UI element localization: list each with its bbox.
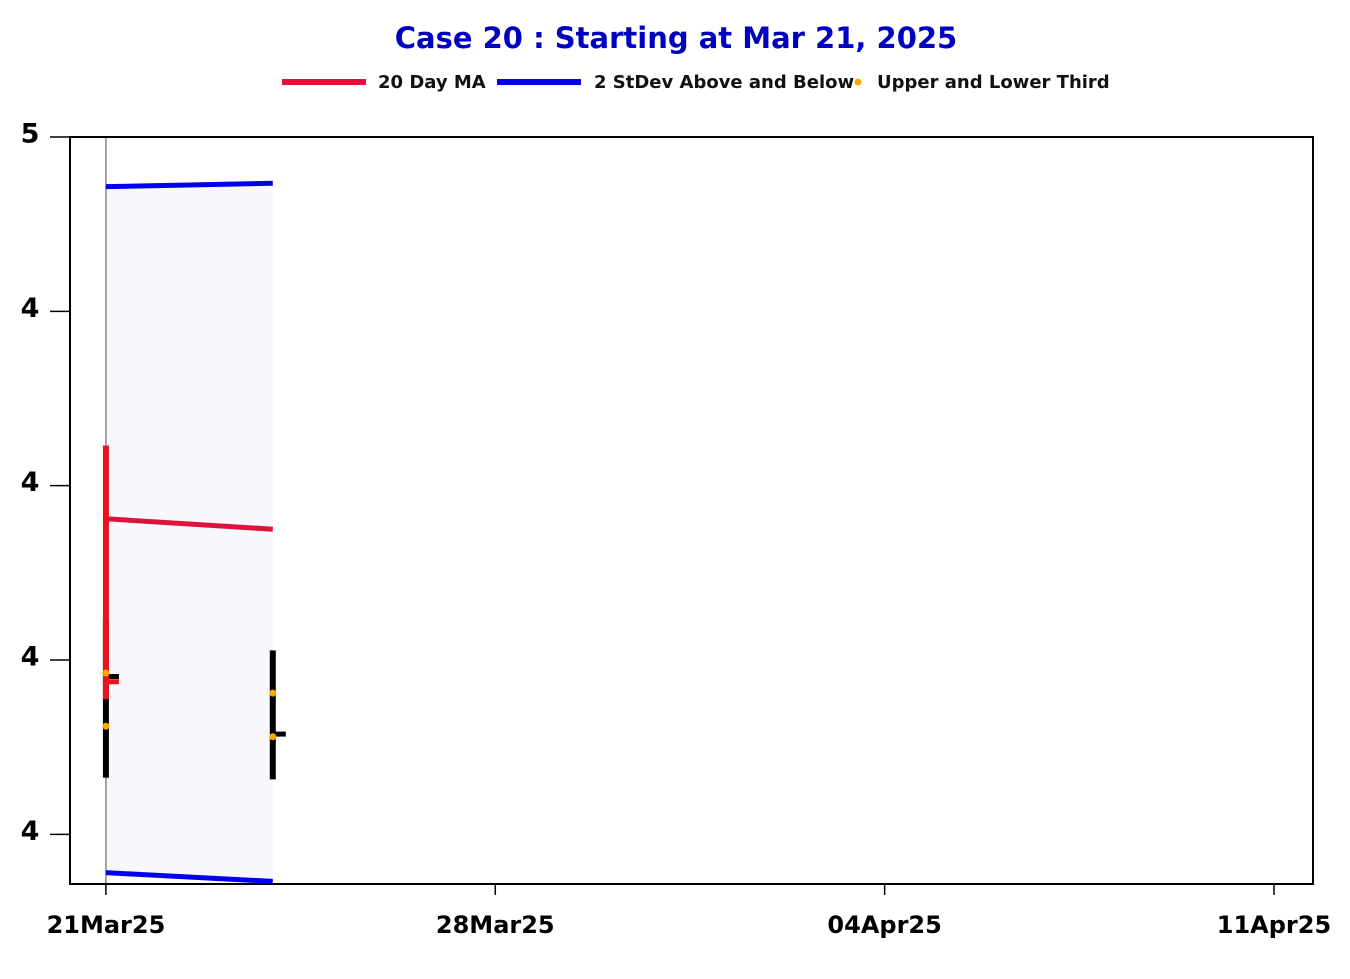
upper-band [105,180,273,190]
ma-line [105,516,273,532]
legend-label: 2 StDev Above and Below [594,72,854,93]
x-tick-label: 28Mar25 [436,911,555,939]
y-tick-label: 4 [21,293,40,324]
x-tick-label: 21Mar25 [47,911,166,939]
y-tick-label: 4 [21,467,40,498]
legend-label: Upper and Lower Third [877,72,1110,93]
third-point [102,669,110,677]
plot-frame [69,136,1314,885]
y-tick-label: 4 [21,641,40,672]
legend-label: 20 Day MA [378,72,486,93]
third-point [102,722,110,730]
third-point [269,733,277,741]
x-tick-label: 04Apr25 [827,911,941,939]
chart-title: Case 20 : Starting at Mar 21, 2025 [395,21,957,55]
band-fill [105,183,273,882]
third-point [269,689,277,697]
x-tick-label: 11Apr25 [1217,911,1331,939]
y-tick-label: 4 [21,816,40,847]
legend-swatch [854,78,862,86]
lower-band [105,870,273,884]
y-tick-label: 5 [21,119,40,150]
